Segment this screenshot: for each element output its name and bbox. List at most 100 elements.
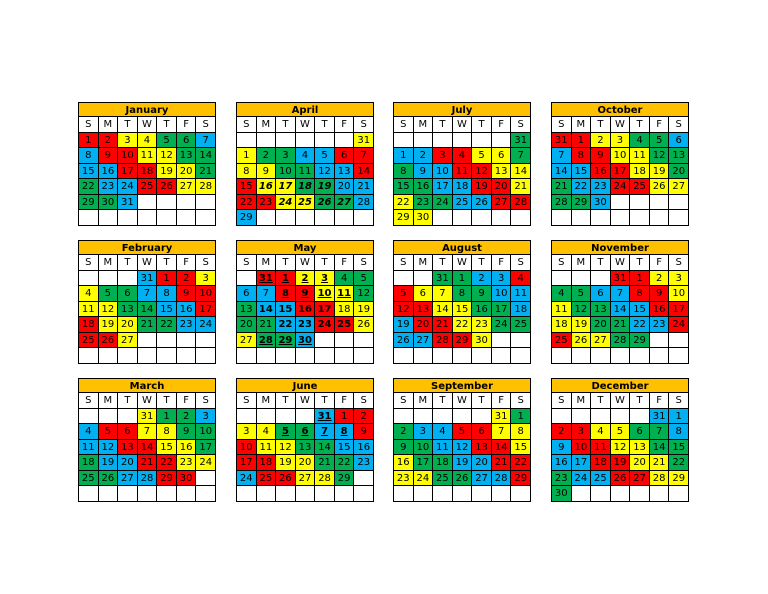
day-cell: 19 <box>315 179 335 195</box>
day-cell <box>196 210 216 226</box>
weekday-label: S <box>354 117 374 133</box>
day-cell: 31 <box>511 132 531 148</box>
day-cell <box>157 486 177 502</box>
day-cell: 24 <box>610 179 631 195</box>
day-cell: 14 <box>511 163 531 179</box>
day-cell: 28 <box>433 332 453 348</box>
weekday-label: W <box>295 117 316 133</box>
day-cell: 29 <box>452 332 473 348</box>
day-cell: 20 <box>334 179 355 195</box>
day-cell <box>452 486 473 502</box>
day-cell: 19 <box>98 455 119 471</box>
month-title: December <box>551 378 689 393</box>
day-cell: 24 <box>571 470 592 486</box>
day-cell <box>315 332 335 348</box>
day-cell: 9 <box>591 148 611 164</box>
weekday-label: S <box>237 393 257 409</box>
weekday-label: T <box>157 393 177 409</box>
day-cell: 31 <box>137 408 158 424</box>
day-cell: 19 <box>394 317 414 333</box>
day-cell: 16 <box>176 301 197 317</box>
day-cell: 19 <box>276 455 296 471</box>
month-title: July <box>393 102 531 117</box>
day-cell <box>98 408 119 424</box>
weekday-label: T <box>591 255 611 271</box>
day-cell: 13 <box>669 148 689 164</box>
day-cell: 13 <box>591 301 611 317</box>
day-cell: 22 <box>276 317 296 333</box>
month-block: February S M T W T F S 31 1 2 3 4 5 6 7 8 9 10 11 12 13 14 15 16… <box>78 240 216 364</box>
day-cell: 3 <box>196 408 216 424</box>
day-cell: 1 <box>669 408 689 424</box>
month-title: March <box>78 378 216 393</box>
day-cell: 12 <box>472 163 492 179</box>
day-cell <box>610 408 631 424</box>
day-cell <box>433 486 453 502</box>
weekday-label: F <box>491 255 512 271</box>
day-cell <box>137 332 158 348</box>
weekday-label: W <box>295 255 316 271</box>
day-cell: 22 <box>669 455 689 471</box>
day-cell <box>354 486 374 502</box>
day-cell: 5 <box>315 148 335 164</box>
day-cell: 12 <box>649 148 670 164</box>
day-cell: 14 <box>137 301 158 317</box>
day-cell: 1 <box>511 408 531 424</box>
month-block: October S M T W T F S 31 1 2 3 4 5 6 7 8 9 10 11 12 13 14 15 16 1… <box>551 102 689 226</box>
weekday-label: W <box>137 255 158 271</box>
weekday-label: M <box>98 117 119 133</box>
day-cell: 10 <box>276 163 296 179</box>
weekday-label: T <box>472 393 492 409</box>
day-cell <box>571 486 592 502</box>
weekday-label: F <box>491 117 512 133</box>
month-grid: S M T W T F S 1 2 3 4 5 6 7 8 9 10 11 12 13 14 15 16 17 18 19 20 21… <box>78 117 216 226</box>
month-grid: S M T W T F S 31 1 2 3 4 5 6 7 8 9 10 11 12 13 14 15 16 17 18 19 20… <box>393 393 531 502</box>
day-cell <box>196 486 216 502</box>
day-cell: 22 <box>79 179 99 195</box>
day-cell <box>511 332 531 348</box>
day-cell: 14 <box>315 439 335 455</box>
weekday-label: F <box>649 255 670 271</box>
day-cell: 7 <box>137 286 158 302</box>
day-cell: 30 <box>591 194 611 210</box>
day-cell <box>452 132 473 148</box>
day-cell: 18 <box>334 301 355 317</box>
day-cell: 25 <box>295 194 316 210</box>
day-cell: 6 <box>491 148 512 164</box>
day-cell: 31 <box>137 270 158 286</box>
day-cell: 22 <box>511 455 531 471</box>
day-cell: 7 <box>315 424 335 440</box>
day-cell: 11 <box>552 301 572 317</box>
day-cell: 9 <box>295 286 316 302</box>
day-cell <box>334 348 355 364</box>
day-cell <box>295 408 316 424</box>
day-cell: 2 <box>649 270 670 286</box>
weekday-label: W <box>610 117 631 133</box>
day-cell: 8 <box>157 424 177 440</box>
day-cell <box>413 132 434 148</box>
weekday-label: F <box>176 393 197 409</box>
day-cell: 5 <box>354 270 374 286</box>
day-cell: 13 <box>491 163 512 179</box>
day-cell <box>394 486 414 502</box>
day-cell <box>276 408 296 424</box>
weekday-label: S <box>511 117 531 133</box>
day-cell: 3 <box>433 148 453 164</box>
day-cell: 13 <box>472 439 492 455</box>
day-cell: 17 <box>315 301 335 317</box>
day-cell <box>630 486 650 502</box>
day-cell: 29 <box>669 470 689 486</box>
month-title: November <box>551 240 689 255</box>
weekday-label: M <box>571 393 592 409</box>
day-cell: 25 <box>256 470 277 486</box>
day-cell: 11 <box>452 163 473 179</box>
day-cell: 20 <box>176 163 197 179</box>
day-cell: 16 <box>98 163 119 179</box>
day-cell <box>256 210 277 226</box>
day-cell: 3 <box>413 424 434 440</box>
day-cell: 25 <box>511 317 531 333</box>
weekday-label: S <box>354 255 374 271</box>
day-cell: 12 <box>452 439 473 455</box>
weekday-label: S <box>669 255 689 271</box>
day-cell: 28 <box>491 470 512 486</box>
